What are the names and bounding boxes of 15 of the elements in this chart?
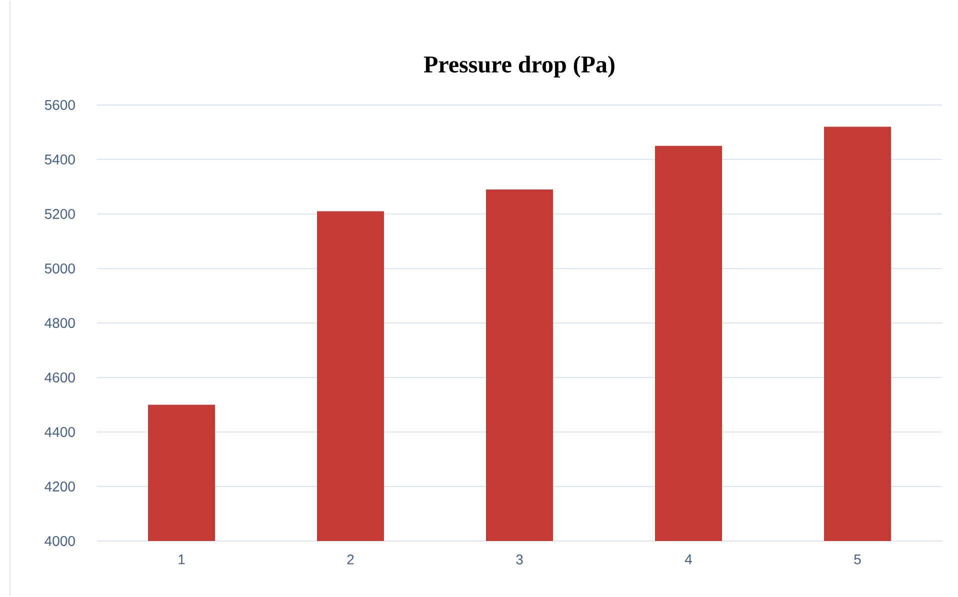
y-tick-label: 5400 <box>44 154 75 164</box>
y-tick-label: 4800 <box>44 318 75 328</box>
x-tick-label: 1 <box>178 554 185 564</box>
y-tick-label: 4200 <box>44 482 75 492</box>
y-tick-label: 4600 <box>44 372 75 382</box>
x-tick-label: 5 <box>854 554 861 564</box>
x-tick-label: 4 <box>684 554 692 564</box>
y-tick-label: 4400 <box>44 427 75 437</box>
y-tick-label: 5200 <box>44 209 75 219</box>
y-tick-label: 5000 <box>44 264 75 274</box>
y-tick-label: 4000 <box>44 536 75 546</box>
chart-title: Pressure drop (Pa) <box>424 56 614 78</box>
y-tick-label: 5600 <box>44 100 75 110</box>
x-tick-label: 3 <box>516 554 523 564</box>
x-tick-label: 2 <box>347 554 354 564</box>
